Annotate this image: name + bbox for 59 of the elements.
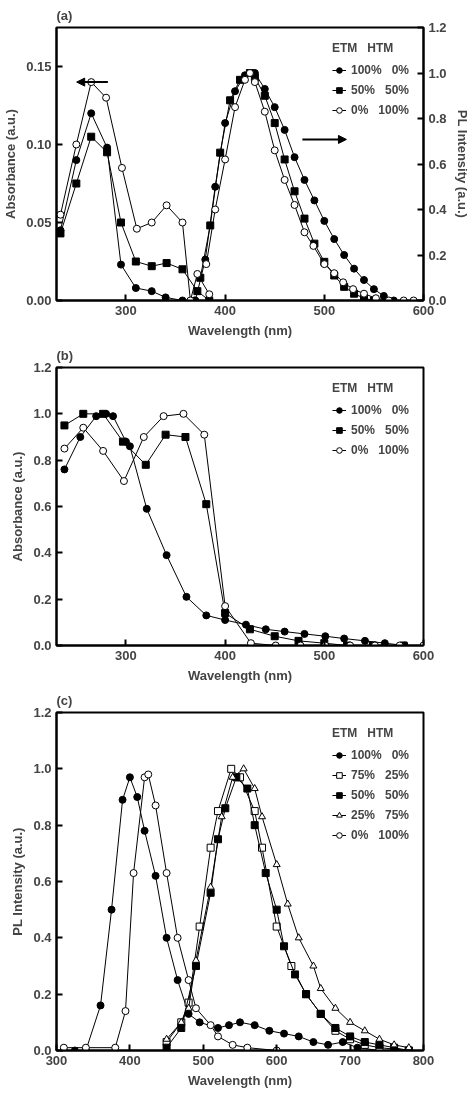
y-tick-label: 0.6: [33, 499, 52, 514]
x-tick-label: 600: [265, 1052, 288, 1068]
legend-title: ETM HTM: [331, 41, 395, 55]
y2-tick-label: 1.2: [428, 20, 447, 35]
y-tick-label: 0.2: [33, 986, 52, 1002]
y2-tick-label: 1.0: [428, 65, 447, 81]
y-tick-label: 0.15: [26, 59, 52, 74]
y-tick-label: 1.0: [33, 761, 52, 777]
y-axis-title: Absorbance (a.u.): [10, 451, 26, 562]
y-tick-label: 0.4: [33, 930, 53, 946]
legend-label: 50% 50%: [350, 83, 409, 97]
x-tick-label: 700: [339, 1052, 361, 1068]
x-tick-label: 500: [313, 302, 336, 318]
legend-label: 50% 50%: [350, 423, 409, 437]
y-axis-title: PL Intensity (a.u.): [10, 827, 26, 936]
legend-label: 0% 100%: [350, 443, 409, 457]
legend-label: 100% 0%: [350, 748, 409, 762]
y-tick-label: 0.6: [33, 874, 52, 889]
x-tick-label: 400: [214, 302, 236, 318]
chart-title: (b): [56, 347, 74, 363]
legend-label: 50% 50%: [350, 788, 409, 802]
y-tick-label: 0.8: [33, 817, 52, 833]
y-tick-label: 0.0: [33, 638, 52, 653]
legend-title: ETM HTM: [331, 726, 395, 740]
y-tick-label: 0.10: [26, 137, 52, 152]
chart-title: (c): [56, 692, 73, 708]
y-tick-label: 0.05: [26, 215, 52, 230]
legend-label: 25% 75%: [350, 808, 409, 822]
x-axis-title: Wavelength (nm): [187, 667, 293, 683]
y-tick-label: 0.4: [33, 545, 53, 561]
x-tick-label: 300: [115, 647, 137, 663]
y-tick-label: 1.0: [33, 406, 52, 422]
x-tick-label: 300: [115, 302, 137, 318]
y-axis-title: Absorbance (a.u.): [3, 109, 19, 219]
y-tick-label: 0.2: [33, 591, 52, 607]
y-tick-label: 0.00: [26, 293, 52, 308]
y-tick-label: 1.2: [33, 705, 52, 720]
chart-title: (a): [56, 7, 73, 23]
legend-label: 100% 0%: [350, 403, 409, 417]
x-tick-label: 500: [192, 1052, 215, 1068]
y2-tick-label: 0.2: [428, 247, 447, 263]
x-tick-label: 800: [412, 1052, 435, 1068]
x-tick-label: 500: [313, 647, 336, 663]
y-tick-label: 1.2: [33, 360, 52, 375]
x-tick-label: 600: [412, 647, 435, 663]
x-axis-title: Wavelength (nm): [187, 1072, 293, 1088]
y2-tick-label: 0.6: [428, 156, 447, 172]
y2-tick-label: 0.4: [428, 202, 448, 217]
y-tick-label: 0.8: [33, 452, 52, 468]
x-axis-title: Wavelength (nm): [187, 322, 293, 338]
x-tick-label: 400: [119, 1052, 141, 1068]
legend-label: 100% 0%: [350, 63, 409, 77]
y2-tick-label: 0.8: [428, 111, 447, 126]
legend-label: 75% 25%: [350, 768, 409, 782]
legend-label: 0% 100%: [350, 103, 409, 117]
legend-title: ETM HTM: [331, 381, 395, 395]
y2-axis-title: PL Intensity (a.u.): [454, 109, 470, 218]
legend-label: 0% 100%: [350, 828, 409, 842]
x-tick-label: 400: [214, 647, 236, 663]
